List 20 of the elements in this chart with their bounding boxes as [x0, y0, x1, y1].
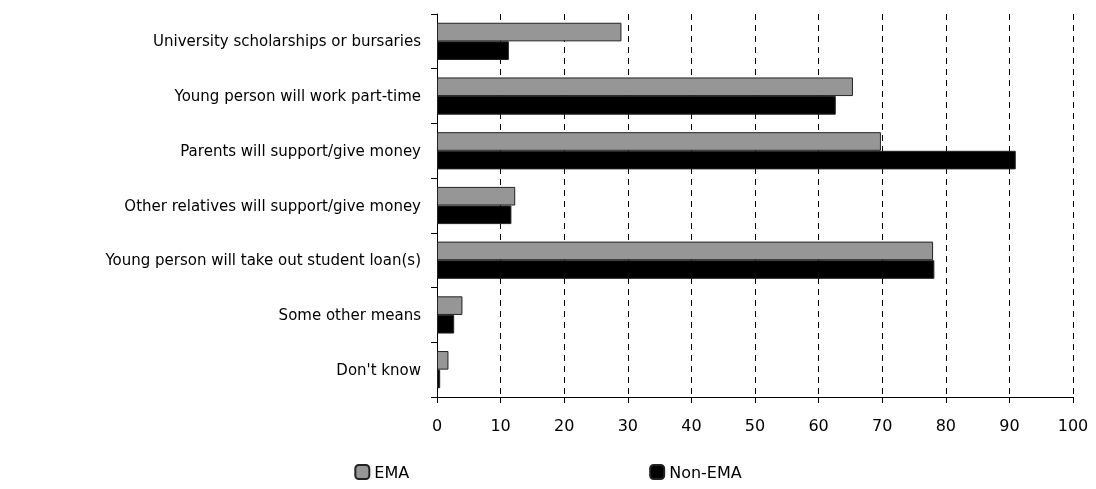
y-tick-label: Other relatives will support/give money — [124, 196, 422, 215]
x-tick-label: 40 — [681, 415, 702, 435]
y-tick-label: Some other means — [278, 305, 422, 324]
x-tick-label: 20 — [554, 415, 575, 435]
y-tick-label: University scholarships or bursaries — [153, 32, 422, 51]
x-tick-label: 50 — [744, 415, 766, 435]
x-tick-label: 0 — [431, 415, 443, 435]
x-tick-label: 60 — [808, 415, 829, 435]
x-tick-label: 100 — [1057, 415, 1089, 435]
legend-label: Non-EMA — [669, 462, 742, 482]
y-tick-label: Young person will work part-time — [173, 87, 421, 106]
x-tick-label: 90 — [999, 415, 1020, 435]
x-tick-label: 30 — [617, 415, 638, 435]
y-tick-label: Young person will take out student loan(s) — [104, 251, 421, 270]
y-tick-label: Parents will support/give money — [180, 141, 422, 160]
x-tick-label: 10 — [490, 415, 511, 435]
y-tick-label: Don't know — [336, 360, 421, 379]
x-tick-label: 80 — [935, 415, 956, 435]
legend-label: EMA — [374, 462, 410, 482]
x-tick-label: 70 — [872, 415, 893, 435]
